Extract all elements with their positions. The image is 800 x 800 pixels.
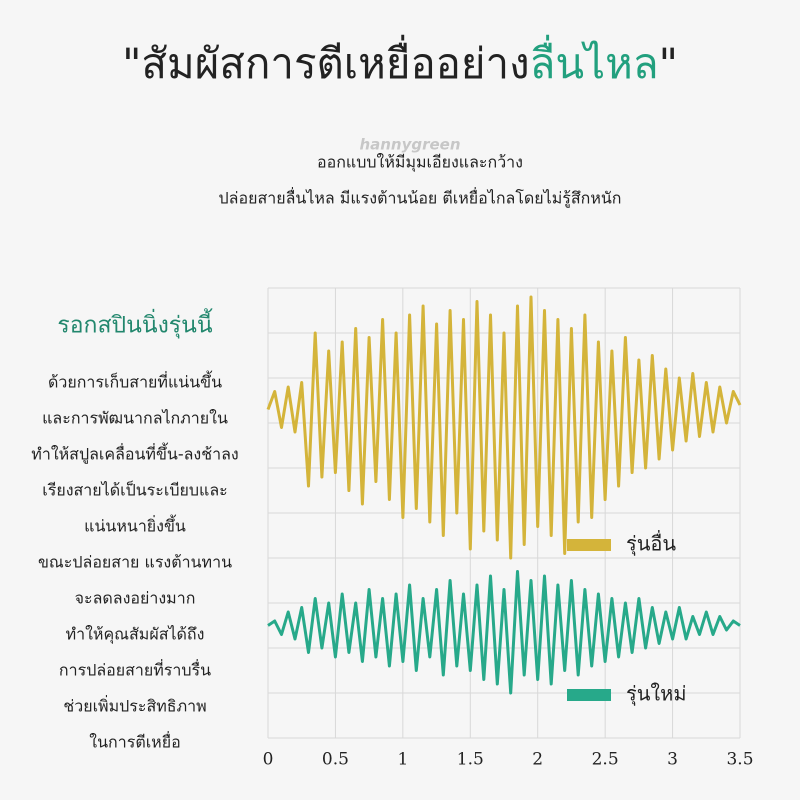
legend-label: รุ่นใหม่ bbox=[626, 682, 687, 707]
side-line: ขณะปล่อยสาย แรงต้านทาน bbox=[38, 553, 232, 572]
series-line bbox=[267, 570, 741, 695]
side-line: ทำให้สปูลเคลื่อนที่ขึ้น-ลงช้าลง bbox=[31, 443, 238, 465]
legend-swatch bbox=[567, 539, 611, 551]
side-line: จะลดลงอย่างมาก bbox=[75, 589, 196, 608]
subtitle: ปล่อยสายลื่นไหล มีแรงต้านน้อย ตีเหยื่อไก… bbox=[219, 187, 622, 209]
title-part: "สัมผัสการตีเหยื่ออย่าง bbox=[122, 35, 530, 88]
watermark: hannygreen bbox=[359, 136, 460, 154]
side-line: ทำให้คุณสัมผัสได้ถึง bbox=[66, 625, 205, 645]
legend-swatch bbox=[567, 689, 611, 701]
chart: 0 0.5 1 1.5 2 2.5 3 3.5 รุ่นอื่นรุ่นใหม่ bbox=[263, 287, 754, 770]
x-tick-label: 1.5 bbox=[457, 750, 484, 770]
title: "สัมผัสการตีเหยื่ออย่างลื่นไหล" bbox=[122, 35, 678, 88]
side-heading: รอกสปินนิ่งรุ่นนี้ bbox=[57, 309, 212, 339]
x-tick-label: 1 bbox=[397, 750, 408, 770]
side-line: และการพัฒนากลไกภายใน bbox=[42, 409, 228, 428]
x-tick-label: 3 bbox=[667, 750, 678, 770]
side-line: แน่นหนายิ่งขึ้น bbox=[84, 515, 186, 536]
side-line: ด้วยการเก็บสายที่แน่นขึ้น bbox=[48, 371, 222, 392]
title-highlight: ลื่นไหล bbox=[530, 35, 659, 88]
side-text: ด้วยการเก็บสายที่แน่นขึ้นและการพัฒนากลไก… bbox=[31, 371, 238, 752]
title-part: " bbox=[659, 39, 678, 88]
x-tick-label: 3.5 bbox=[726, 750, 753, 770]
side-line: ในการตีเหยื่อ bbox=[89, 731, 180, 752]
x-tick-label: 2 bbox=[532, 750, 543, 770]
x-tick-label: 0.5 bbox=[322, 750, 349, 770]
subtitle: ออกแบบให้มีมุมเอียงและกว้าง bbox=[317, 153, 523, 173]
series-line bbox=[266, 295, 742, 560]
side-line: ช่วยเพิ่มประสิทธิภาพ bbox=[63, 695, 206, 716]
legend-label: รุ่นอื่น bbox=[626, 530, 676, 557]
x-tick-label: 0 bbox=[263, 750, 274, 770]
side-line: การปล่อยสายที่ราบรื่น bbox=[59, 659, 211, 680]
x-tick-label: 2.5 bbox=[592, 750, 619, 770]
side-line: เรียงสายได้เป็นระเบียบและ bbox=[42, 480, 227, 500]
